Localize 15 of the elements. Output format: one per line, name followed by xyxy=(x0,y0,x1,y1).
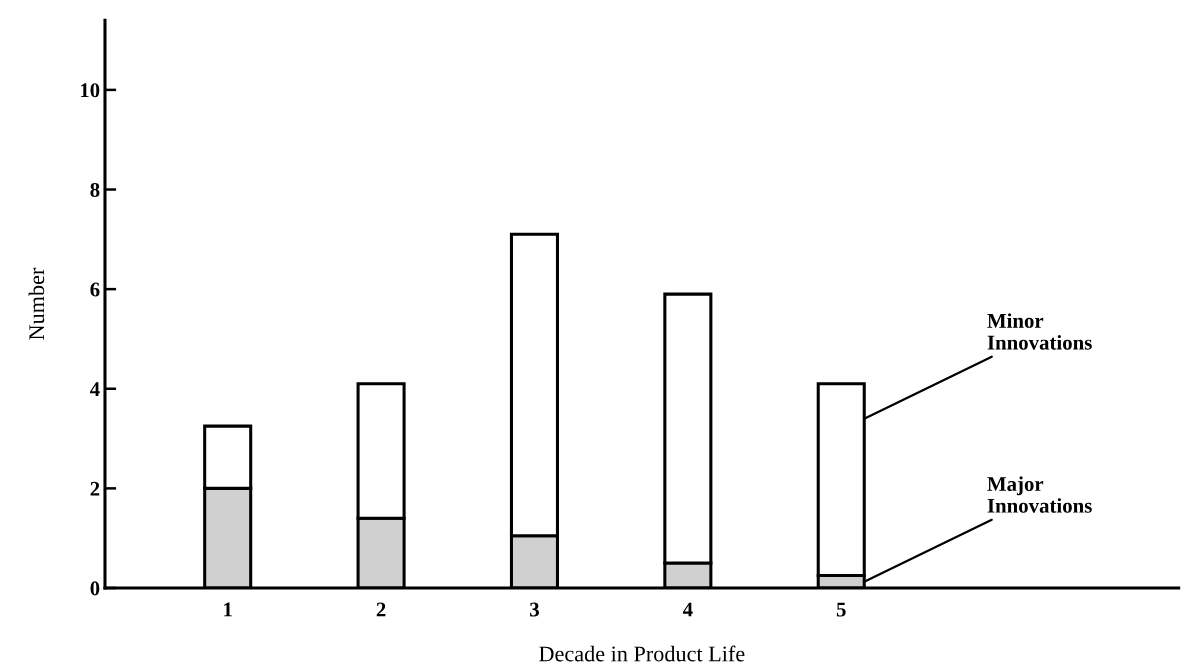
x-axis-title: Decade in Product Life xyxy=(539,645,745,662)
x-tick-label: 2 xyxy=(376,602,386,617)
y-tick-label: 2 xyxy=(90,481,100,496)
y-tick-label: 0 xyxy=(90,581,100,596)
y-tick-label: 6 xyxy=(90,282,100,297)
y-axis-title: Number xyxy=(28,267,45,340)
x-tick-label: 1 xyxy=(224,602,232,617)
y-tick-label: 10 xyxy=(80,83,100,98)
x-tick-label: 3 xyxy=(530,602,539,617)
x-tick-label: 5 xyxy=(836,602,846,617)
text: Major Innovations xyxy=(987,476,1092,513)
y-tick-label: 4 xyxy=(89,382,100,396)
text: Minor Innovations xyxy=(987,313,1092,350)
x-tick-label: 4 xyxy=(682,602,693,617)
y-tick-label: 8 xyxy=(90,182,100,197)
